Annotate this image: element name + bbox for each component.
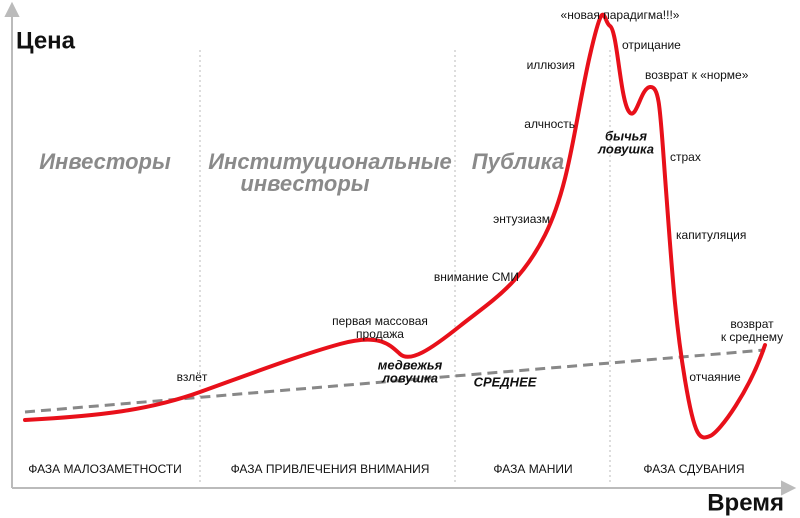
stage-label: медвежья [378, 357, 443, 372]
phase-label: ФАЗА ПРИВЛЕЧЕНИЯ ВНИМАНИЯ [231, 462, 430, 476]
trend-line [24, 348, 766, 414]
phase-label: ФАЗА МАЛОЗАМЕТНОСТИ [28, 462, 182, 476]
group-label: Институциональные [208, 149, 452, 174]
phase-label: ФАЗА СДУВАНИЯ [643, 462, 744, 476]
phase-label: ФАЗА МАНИИ [493, 462, 572, 476]
stage-label: алчность [524, 117, 575, 131]
stage-label: отрицание [622, 38, 681, 52]
trend-label: СРЕДНЕЕ [474, 374, 537, 389]
stage-label: ловушка [597, 141, 654, 156]
x-axis-label: Время [707, 489, 784, 516]
stage-label: отчаяние [689, 370, 741, 384]
bubble-curve [23, 12, 767, 440]
stage-label: внимание СМИ [434, 270, 519, 284]
stage-label: возврат к «норме» [645, 68, 749, 82]
stage-label: энтузиазм [493, 212, 550, 226]
stage-label: бычья [605, 128, 647, 143]
group-label: Инвесторы [39, 149, 171, 174]
labels: Цена Время Инвесторы Институциональныеинвес… [16, 8, 784, 516]
dividers [199, 50, 611, 485]
stage-label: к среднему [721, 330, 783, 344]
stage-label: капитуляция [676, 228, 746, 242]
group-label: Публика [472, 149, 564, 174]
stage-label: «новая парадигма!!!» [561, 8, 680, 22]
stage-label: продажа [356, 327, 404, 341]
stage-label: ловушка [381, 370, 438, 385]
y-axis-label: Цена [16, 27, 76, 54]
axes [4, 1, 797, 496]
stage-label: возврат [730, 317, 774, 331]
stage-label: страх [670, 150, 701, 164]
stage-label: иллюзия [527, 58, 575, 72]
stage-label: первая массовая [332, 314, 428, 328]
stage-label: взлёт [177, 370, 208, 384]
group-label: инвесторы [240, 171, 369, 196]
